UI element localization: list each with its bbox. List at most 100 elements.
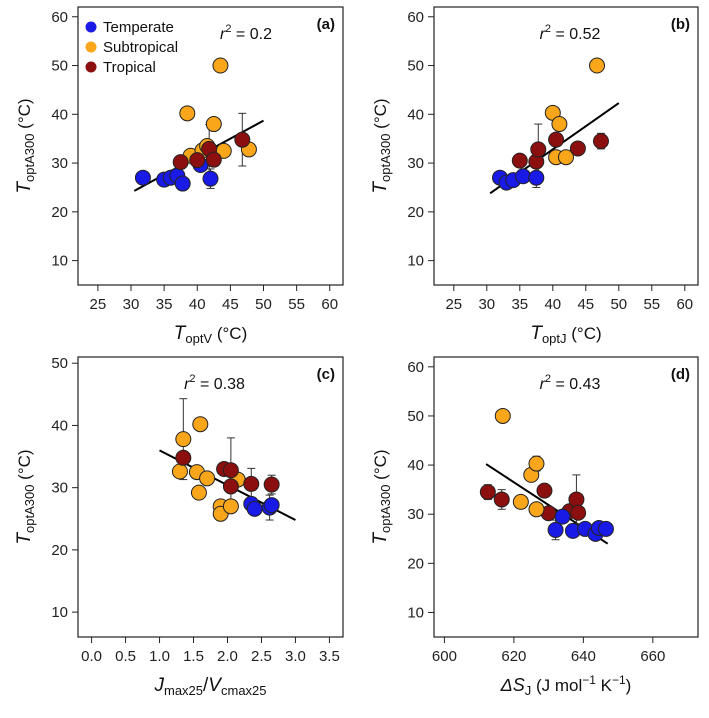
data-point-subtropical (528, 501, 545, 518)
data-point-subtropical (494, 407, 511, 424)
legend-marker-tropical (85, 61, 97, 73)
data-point-subtropical (222, 498, 239, 515)
x-label-main2: V (208, 675, 223, 696)
x-tick-label: 40 (189, 296, 206, 313)
x-tick-label: 620 (501, 648, 526, 665)
plot-frame (77, 6, 344, 286)
y-label-sub: optA300 (22, 485, 37, 533)
y-axis-label: ToptA300 (°C) (370, 449, 393, 544)
y-axis-label: ToptA300 (°C) (14, 98, 37, 193)
y-tick-label: 20 (407, 204, 424, 221)
data-point-tropical (205, 151, 222, 168)
r2-value: = 0.2 (231, 26, 272, 43)
data-point-temperate (134, 169, 151, 186)
data-point-subtropical (205, 116, 222, 133)
y-tick-label: 30 (407, 506, 424, 523)
r-squared: r2 = 0.38 (184, 373, 245, 393)
x-axis-label: ΔSJ (J mol−1 K−1) (500, 673, 632, 698)
y-axis-label: ToptA300 (°C) (14, 449, 37, 544)
x-label-sub: J (525, 683, 532, 698)
x-label-unit: (°C) (567, 324, 602, 343)
data-point-subtropical (512, 493, 529, 510)
data-point-temperate (263, 497, 280, 514)
panel-d: 600 620 640 660 10 20 30 40 50 60 ToptA300 (°C) ΔSJ… (370, 356, 699, 698)
y-label-main: T (14, 532, 35, 545)
x-tick-label: 640 (571, 648, 596, 665)
y-tick-label: 20 (51, 204, 68, 221)
y-label-main: T (370, 181, 391, 194)
x-axis-label: ToptV (°C) (174, 323, 247, 346)
data-point-tropical (222, 478, 239, 495)
x-tick-label: 60 (321, 296, 338, 313)
data-point-tropical (263, 476, 280, 493)
x-tick-label: 50 (255, 296, 272, 313)
x-tick-label: 55 (288, 296, 305, 313)
y-label-sub: optA300 (22, 134, 37, 182)
plot-frame (433, 6, 699, 286)
panel-label: (d) (671, 366, 690, 383)
data-point-tropical (479, 484, 496, 501)
x-tick-label: 660 (640, 648, 665, 665)
x-tick-label: 50 (610, 296, 627, 313)
data-point-subtropical (199, 470, 216, 487)
r2-symbol: r (540, 26, 546, 43)
x-label-sub: optV (185, 331, 212, 346)
data-point-tropical (189, 152, 206, 169)
y-label-unit: (°C) (15, 98, 34, 133)
r2-exponent: 2 (545, 23, 551, 35)
r2-exponent: 2 (545, 373, 551, 385)
r-squared: r2 = 0.2 (220, 23, 272, 43)
data-point-tropical (234, 131, 251, 148)
x-axis-label: ToptJ (°C) (530, 323, 601, 346)
legend-marker-subtropical (85, 41, 97, 53)
x-label-sup1: −1 (582, 673, 596, 687)
x-tick-label: 2.5 (251, 648, 272, 665)
r2-value: = 0.52 (551, 26, 600, 43)
panel-b: 25 30 35 40 45 50 55 60 10 20 30 40 50 60 ToptA300 (°C… (370, 6, 699, 346)
data-point-tropical (536, 482, 553, 499)
data-point-tropical (511, 152, 528, 169)
data-point-subtropical (179, 105, 196, 122)
legend-marker-temperate (85, 21, 97, 33)
x-tick-label: 40 (544, 296, 561, 313)
y-label-sub: optA300 (378, 485, 393, 533)
data-point-tropical (243, 475, 260, 492)
x-tick-label: 45 (577, 296, 594, 313)
y-tick-label: 40 (51, 106, 68, 123)
data-point-tropical (570, 504, 587, 521)
legend-label-subtropical: Subtropical (103, 39, 178, 56)
x-tick-label: 30 (123, 296, 140, 313)
y-tick-label: 20 (407, 555, 424, 572)
data-point-subtropical (192, 416, 209, 433)
panel-label: (b) (671, 16, 690, 33)
panel-c: 0.0 0.5 1.0 1.5 2.0 2.5 3.0 3.5 10 20 30 40 50 ToptA3… (14, 355, 344, 698)
data-point-tropical (493, 491, 510, 508)
x-label-unit: (J mol (531, 676, 582, 695)
x-tick-label: 30 (478, 296, 495, 313)
y-label-sub: optA300 (378, 134, 393, 182)
data-point-temperate (554, 508, 571, 525)
r2-exponent: 2 (189, 373, 195, 385)
r2-value: = 0.43 (551, 376, 600, 393)
data-point-subtropical (171, 463, 188, 480)
x-tick-label: 0.5 (115, 648, 136, 665)
x-tick-label: 600 (432, 648, 457, 665)
y-tick-label: 40 (407, 106, 424, 123)
legend-label-tropical: Tropical (103, 59, 156, 76)
x-tick-label: 1.0 (149, 648, 170, 665)
x-tick-label: 1.5 (183, 648, 204, 665)
y-tick-label: 60 (51, 9, 68, 26)
x-tick-label: 0.0 (81, 648, 102, 665)
data-point-subtropical (190, 484, 207, 501)
y-label-unit: (°C) (371, 449, 390, 484)
y-tick-label: 40 (407, 457, 424, 474)
y-tick-label: 30 (51, 480, 68, 497)
x-label-sub: max25 (164, 683, 203, 698)
data-point-subtropical (551, 116, 568, 133)
y-label-unit: (°C) (371, 98, 390, 133)
y-tick-label: 50 (51, 355, 68, 372)
plot-frame (77, 356, 344, 638)
legend: Temperate Subtropical Tropical (85, 19, 178, 76)
x-label-sub: optJ (542, 331, 567, 346)
x-tick-label: 3.5 (319, 648, 340, 665)
